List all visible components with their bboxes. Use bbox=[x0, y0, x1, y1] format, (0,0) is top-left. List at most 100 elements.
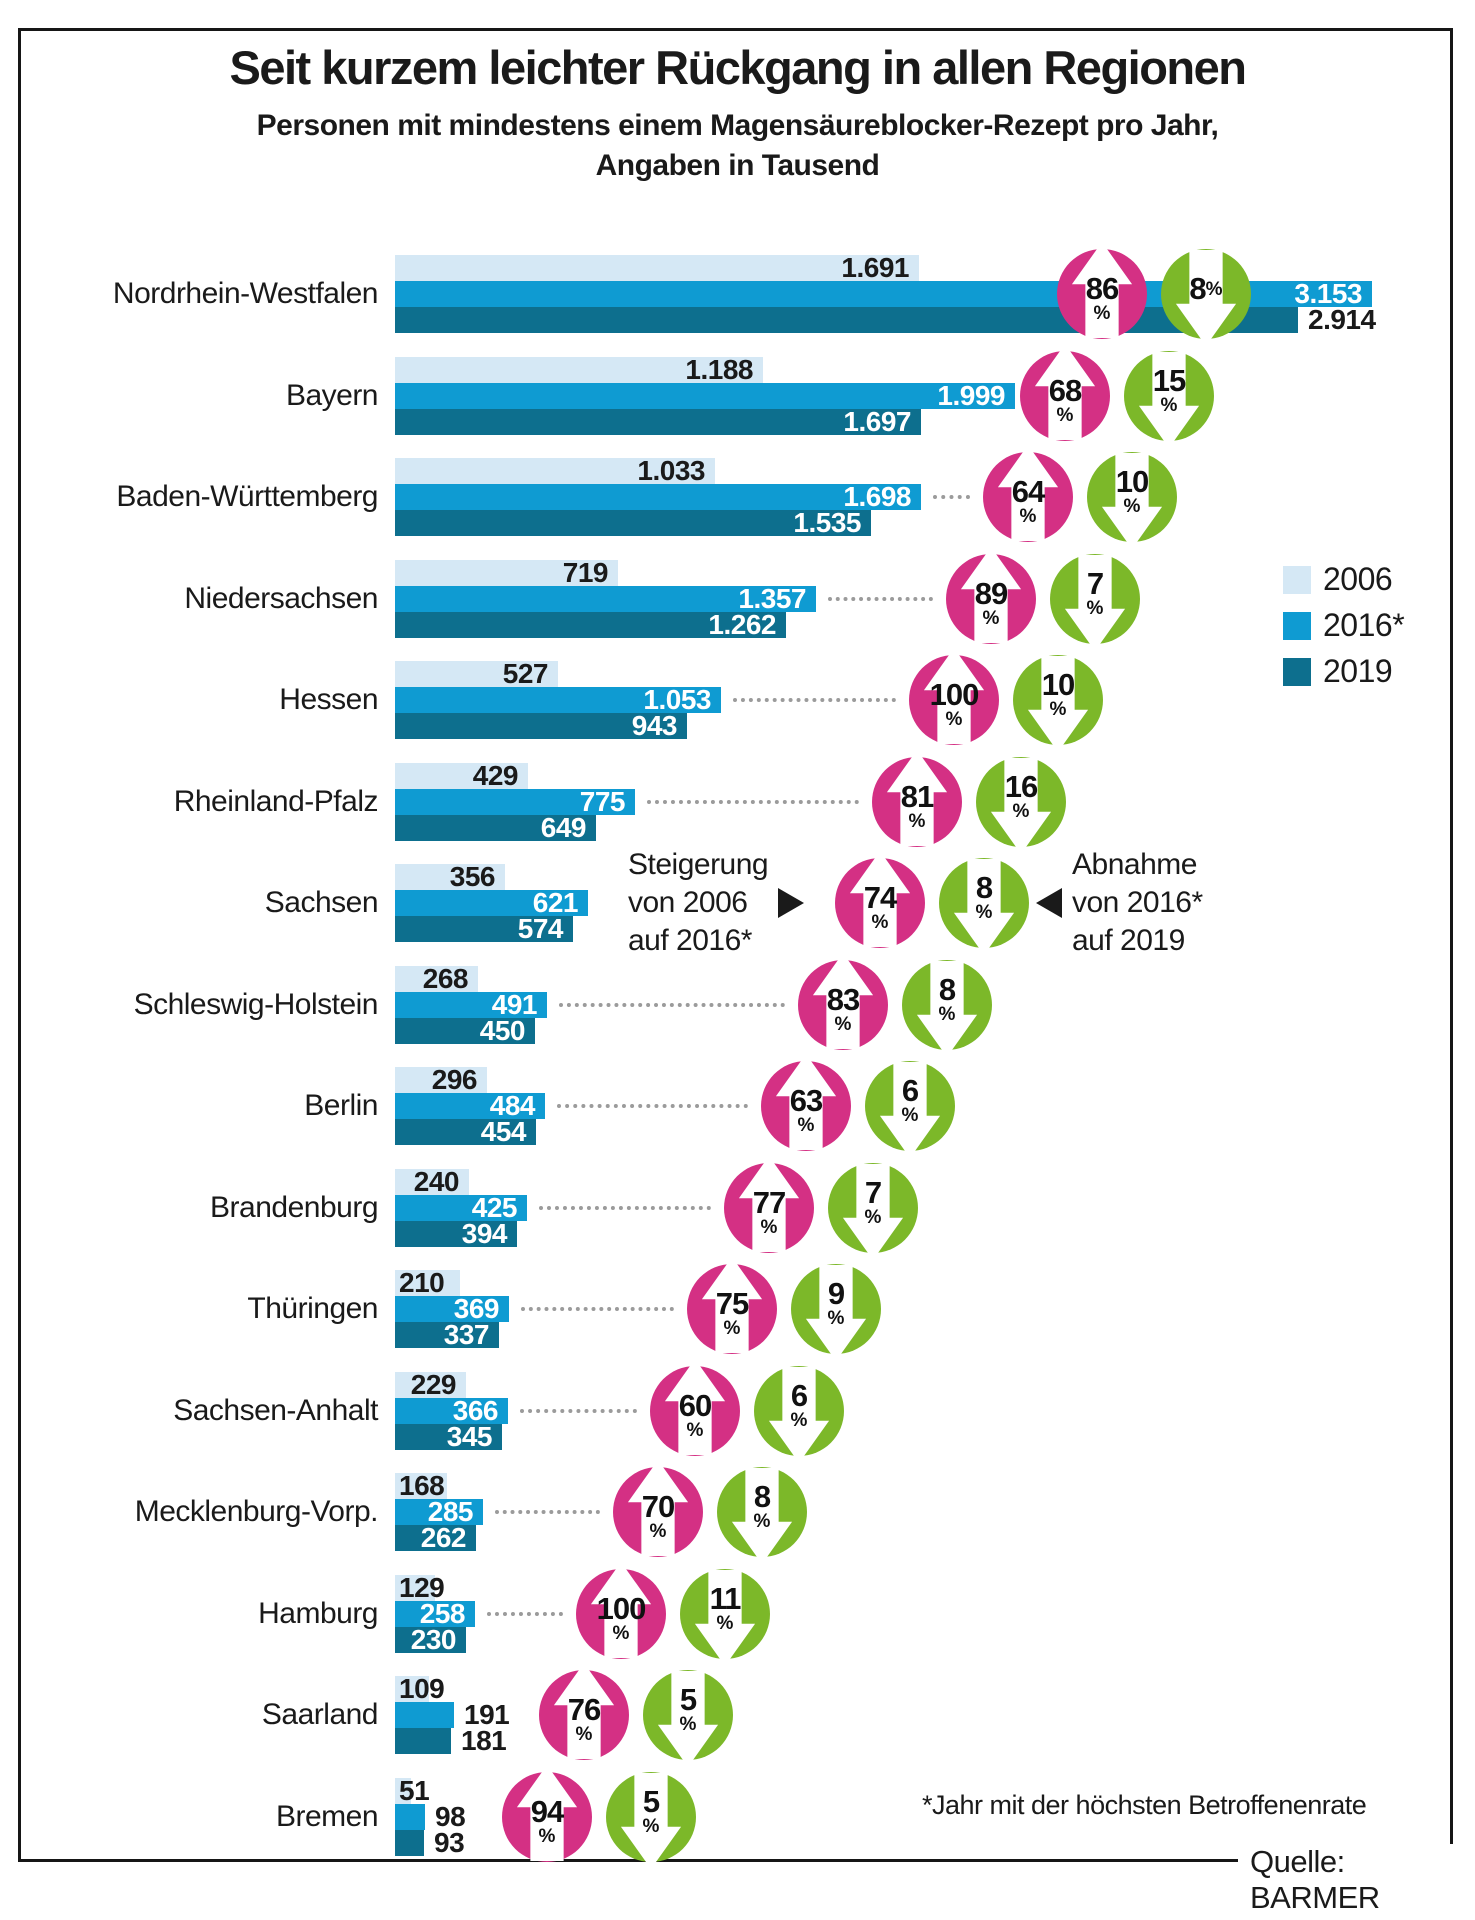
leader-dotted-line bbox=[495, 1510, 600, 1514]
down-arrow-icon bbox=[694, 1570, 756, 1666]
bar-2019 bbox=[395, 1424, 502, 1450]
up-arrow-icon bbox=[664, 1359, 726, 1455]
bar-value-label: 3.153 bbox=[1294, 278, 1362, 309]
decrease-badge: 7% bbox=[1050, 554, 1140, 651]
bar-value-label: 719 bbox=[562, 557, 609, 588]
percent-sign-icon: % bbox=[871, 912, 889, 933]
increase-annotation-line3: auf 2016* bbox=[628, 924, 752, 957]
bar-value-label: 1.188 bbox=[685, 354, 753, 385]
bar-2006 bbox=[395, 1169, 469, 1195]
bar-2006 bbox=[395, 357, 763, 383]
bar-value-label: 109 bbox=[399, 1673, 445, 1704]
bar-value-label: 775 bbox=[579, 786, 626, 817]
percent-sign-icon: % bbox=[945, 709, 963, 730]
bar-value-label: 649 bbox=[540, 812, 587, 843]
bar-2016 bbox=[395, 586, 816, 612]
bar-2019 bbox=[395, 916, 573, 942]
percent-sign-icon: % bbox=[1205, 279, 1223, 300]
region-label: Mecklenburg-Vorp. bbox=[134, 1495, 379, 1528]
bar-2016 bbox=[395, 383, 1015, 409]
percent-number: 5 bbox=[642, 1784, 660, 1819]
percent-number: 74 bbox=[863, 880, 897, 915]
percent-sign-icon: % bbox=[864, 1207, 882, 1228]
legend-item-2006: 2006 bbox=[1283, 561, 1393, 598]
bar-value-label: 337 bbox=[443, 1319, 490, 1350]
percent-sign-icon: % bbox=[790, 1410, 808, 1431]
bar-2019 bbox=[395, 713, 687, 739]
chart-subtitle-line2: Angaben in Tausend bbox=[595, 149, 880, 182]
percent-sign-icon: % bbox=[753, 1511, 771, 1532]
bar-value-label: 262 bbox=[420, 1522, 467, 1553]
bar-value-label: 450 bbox=[479, 1015, 526, 1046]
leader-dotted-line bbox=[559, 1003, 785, 1007]
badge-percent-value: 64% bbox=[983, 457, 1073, 547]
badge-percent-value: 6% bbox=[754, 1361, 844, 1451]
percent-sign-icon: % bbox=[1012, 801, 1030, 822]
increase-badge: 68% bbox=[1020, 344, 1110, 441]
bar-value-label: 491 bbox=[491, 989, 538, 1020]
badge-percent-value: 16% bbox=[976, 752, 1066, 842]
decrease-badge: 5% bbox=[606, 1772, 696, 1869]
bar-2016 bbox=[395, 484, 921, 510]
down-arrow-icon bbox=[879, 1062, 941, 1158]
decrease-badge: 8% bbox=[902, 960, 992, 1057]
percent-sign-icon: % bbox=[1123, 496, 1141, 517]
badge-percent-value: 10% bbox=[1087, 447, 1177, 537]
leader-dotted-line bbox=[933, 495, 970, 499]
bar-value-label: 484 bbox=[489, 1090, 536, 1121]
decrease-badge: 11% bbox=[680, 1569, 770, 1666]
bar-value-label: 1.535 bbox=[793, 507, 861, 538]
up-arrow-icon bbox=[701, 1257, 763, 1353]
region-label: Bayern bbox=[285, 379, 379, 412]
up-arrow-icon bbox=[627, 1460, 689, 1556]
bar-value-label: 93 bbox=[434, 1827, 465, 1858]
bar-value-label: 356 bbox=[449, 861, 496, 892]
up-arrow-icon bbox=[923, 648, 985, 744]
bar-2019 bbox=[395, 1018, 535, 1044]
bar-2006 bbox=[395, 458, 715, 484]
chart-frame bbox=[18, 28, 1453, 1862]
footnote: *Jahr mit der höchsten Betroffenenrate bbox=[922, 1790, 1367, 1820]
bar-2006 bbox=[395, 966, 478, 992]
bar-value-label: 1.691 bbox=[841, 252, 909, 283]
badge-percent-value: 77% bbox=[724, 1168, 814, 1258]
percent-number: 83 bbox=[826, 982, 860, 1017]
percent-sign-icon: % bbox=[797, 1115, 815, 1136]
legend-label-2019: 2019 bbox=[1323, 653, 1393, 689]
bar-value-label: 425 bbox=[471, 1192, 518, 1223]
percent-sign-icon: % bbox=[827, 1308, 845, 1329]
percent-number: 75 bbox=[715, 1286, 749, 1321]
percent-number: 77 bbox=[752, 1185, 786, 1220]
percent-sign-icon: % bbox=[538, 1826, 556, 1847]
bar-2016 bbox=[395, 1398, 508, 1424]
bar-2016 bbox=[395, 1702, 454, 1728]
percent-sign-icon: % bbox=[1049, 699, 1067, 720]
bar-value-label: 191 bbox=[464, 1699, 510, 1730]
bar-value-label: 51 bbox=[399, 1775, 430, 1806]
decrease-badge: 5% bbox=[643, 1670, 733, 1767]
down-arrow-icon bbox=[768, 1367, 830, 1463]
down-arrow-icon bbox=[1138, 352, 1200, 448]
decrease-badge: 7% bbox=[828, 1163, 918, 1260]
bar-value-label: 621 bbox=[532, 887, 579, 918]
increase-annotation: Steigerung von 2006 auf 2016* bbox=[628, 846, 769, 960]
bar-2006 bbox=[395, 1676, 429, 1702]
percent-sign-icon: % bbox=[723, 1318, 741, 1339]
decrease-badge: 8% bbox=[717, 1467, 807, 1564]
down-arrow-icon bbox=[1175, 250, 1237, 346]
badge-percent-value: 7% bbox=[828, 1158, 918, 1248]
percent-sign-icon: % bbox=[834, 1014, 852, 1035]
legend-swatch-2019 bbox=[1283, 657, 1311, 686]
bar-2019 bbox=[395, 1322, 499, 1348]
bar-2006 bbox=[395, 1270, 460, 1296]
bar-2016 bbox=[395, 992, 547, 1018]
region-label: Niedersachsen bbox=[184, 582, 378, 615]
badge-percent-value: 81% bbox=[872, 762, 962, 852]
bar-2016 bbox=[395, 1195, 527, 1221]
badge-percent-value: 83% bbox=[798, 965, 888, 1055]
region-label: Baden-Württemberg bbox=[116, 480, 378, 513]
bar-value-label: 1.053 bbox=[643, 684, 711, 715]
region-label: Brandenburg bbox=[210, 1191, 378, 1224]
percent-number: 60 bbox=[678, 1388, 712, 1423]
region-label: Hessen bbox=[279, 683, 378, 716]
